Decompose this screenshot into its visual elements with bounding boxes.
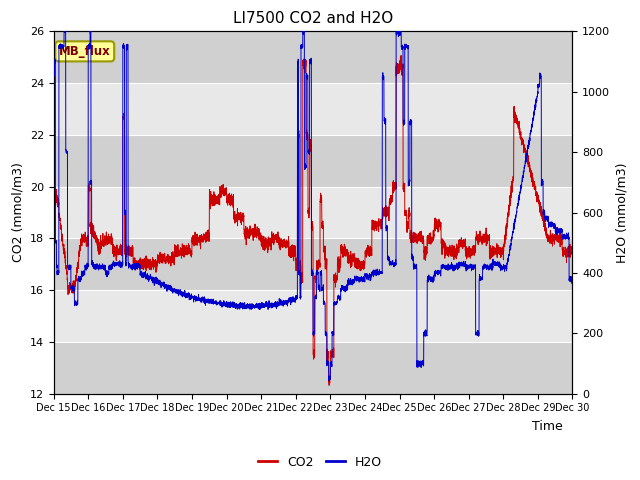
CO2 [50, 197, 58, 203]
CO2 [143, 260, 150, 265]
H2O [569, 273, 577, 278]
H2O [394, 25, 402, 31]
CO2 [568, 244, 576, 250]
H2O [568, 281, 576, 287]
H2O [50, 72, 58, 78]
CO2 [459, 239, 467, 245]
Title: LI7500 CO2 and H2O: LI7500 CO2 and H2O [233, 11, 393, 26]
Bar [54, 187, 573, 239]
Y-axis label: CO2 (mmol/m3): CO2 (mmol/m3) [11, 163, 24, 263]
H2O [326, 378, 333, 384]
Line: CO2: CO2 [54, 55, 573, 385]
Bar [54, 290, 573, 342]
Text: MB_flux: MB_flux [59, 45, 111, 58]
H2O [429, 279, 437, 285]
H2O [459, 263, 467, 268]
H2O [143, 274, 150, 280]
Bar [54, 239, 573, 290]
Bar [54, 83, 573, 135]
CO2 [569, 242, 577, 248]
Line: H2O: H2O [54, 28, 573, 381]
Y-axis label: H2O (mmol/m3): H2O (mmol/m3) [616, 162, 629, 263]
Bar [54, 32, 573, 83]
CO2 [397, 52, 405, 58]
CO2 [401, 181, 408, 187]
Bar [54, 342, 573, 394]
CO2 [294, 260, 301, 266]
CO2 [325, 383, 333, 388]
Bar [54, 135, 573, 187]
H2O [294, 296, 301, 301]
CO2 [429, 228, 437, 234]
Text: Time: Time [532, 420, 563, 432]
Legend: CO2, H2O: CO2, H2O [253, 451, 387, 474]
H2O [401, 120, 408, 125]
